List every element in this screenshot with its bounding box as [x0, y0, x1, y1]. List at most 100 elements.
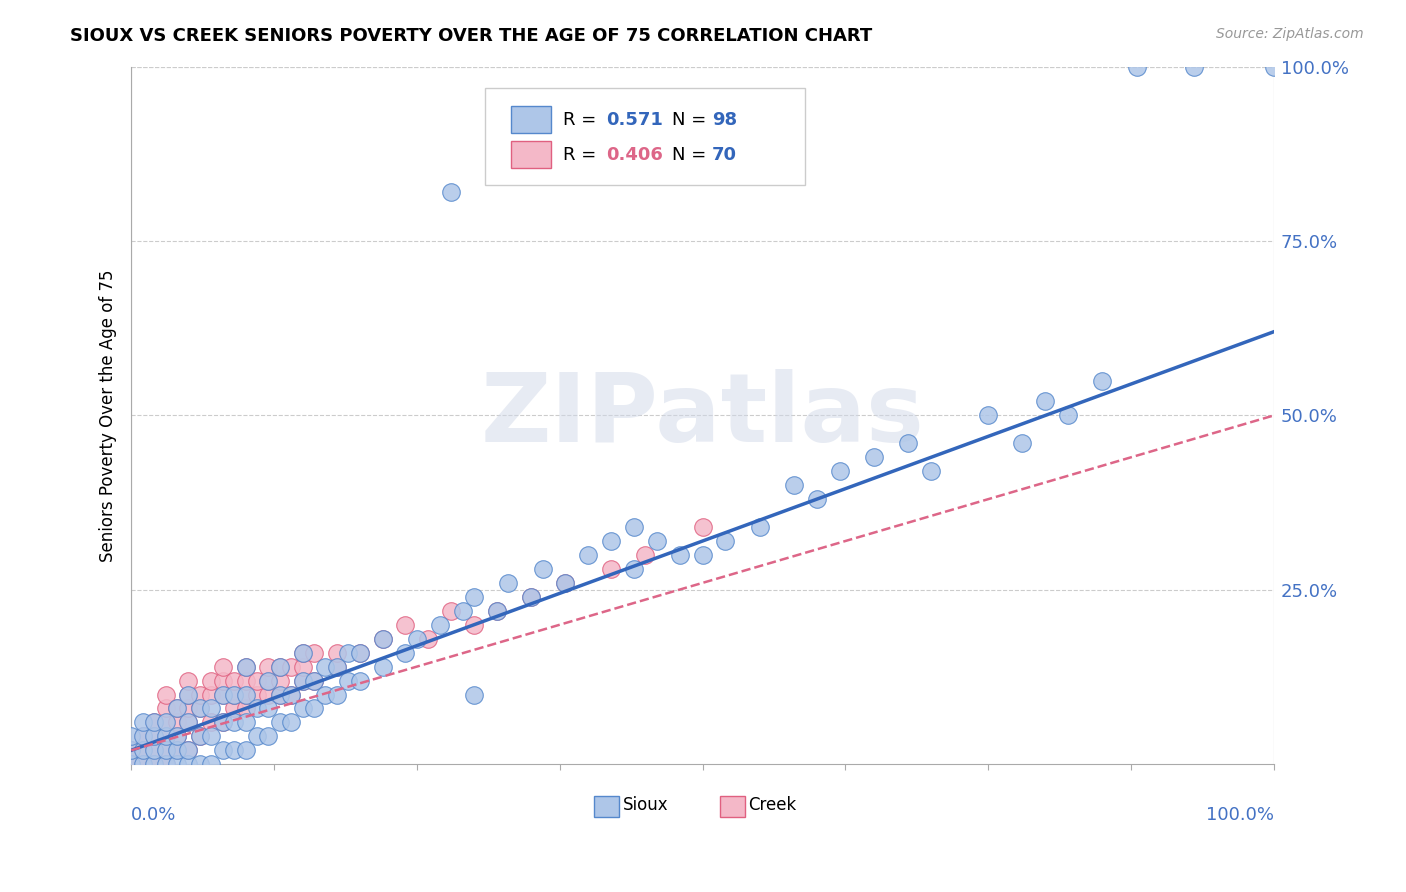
Point: [1057, 409, 1080, 423]
Point: [440, 604, 463, 618]
Point: [120, 743, 142, 757]
Point: [520, 590, 543, 604]
Point: [155, 688, 177, 702]
Point: [155, 743, 177, 757]
Point: [143, 715, 166, 730]
Point: [211, 673, 233, 688]
Text: 70: 70: [711, 145, 737, 163]
Point: [337, 646, 360, 660]
Point: [463, 688, 485, 702]
Text: R =: R =: [564, 111, 602, 128]
Point: [120, 757, 142, 772]
Point: [235, 688, 257, 702]
Point: [349, 646, 371, 660]
Point: [302, 673, 325, 688]
Point: [177, 715, 200, 730]
Point: [120, 757, 142, 772]
Point: [806, 492, 828, 507]
Point: [463, 617, 485, 632]
Point: [222, 715, 245, 730]
Y-axis label: Seniors Poverty Over the Age of 75: Seniors Poverty Over the Age of 75: [100, 269, 117, 562]
Point: [977, 409, 1000, 423]
Point: [131, 730, 153, 744]
Point: [166, 715, 188, 730]
Point: [188, 688, 211, 702]
Point: [783, 478, 806, 492]
Point: [155, 715, 177, 730]
Point: [394, 646, 416, 660]
Text: 100.0%: 100.0%: [1206, 806, 1274, 824]
Point: [315, 659, 337, 673]
Point: [257, 673, 280, 688]
Point: [188, 701, 211, 715]
Point: [337, 673, 360, 688]
Point: [143, 730, 166, 744]
Text: 98: 98: [711, 111, 737, 128]
Point: [269, 688, 291, 702]
Point: [200, 688, 222, 702]
Point: [645, 534, 668, 549]
Point: [257, 659, 280, 673]
Point: [291, 701, 314, 715]
Point: [371, 632, 394, 646]
Point: [166, 701, 188, 715]
Point: [302, 673, 325, 688]
Point: [211, 688, 233, 702]
Point: [531, 562, 554, 576]
Point: [326, 659, 349, 673]
Point: [222, 743, 245, 757]
Point: [280, 715, 302, 730]
Point: [451, 604, 474, 618]
Point: [1091, 374, 1114, 388]
Point: [166, 757, 188, 772]
Point: [349, 673, 371, 688]
Point: [200, 757, 222, 772]
Point: [200, 715, 222, 730]
Point: [166, 730, 188, 744]
Point: [166, 743, 188, 757]
Bar: [593, 796, 619, 816]
Text: 0.571: 0.571: [606, 111, 664, 128]
Point: [188, 701, 211, 715]
Point: [291, 673, 314, 688]
Point: [120, 743, 142, 757]
Text: 0.0%: 0.0%: [131, 806, 177, 824]
Text: Creek: Creek: [748, 796, 797, 814]
Point: [498, 575, 520, 590]
Point: [131, 757, 153, 772]
Point: [155, 730, 177, 744]
Point: [235, 673, 257, 688]
Text: Sioux: Sioux: [623, 796, 668, 814]
Point: [211, 659, 233, 673]
Point: [166, 701, 188, 715]
Point: [177, 673, 200, 688]
Point: [155, 730, 177, 744]
Point: [280, 688, 302, 702]
Point: [692, 520, 714, 534]
Point: [177, 688, 200, 702]
Point: [440, 185, 463, 199]
Point: [143, 743, 166, 757]
Point: [600, 562, 623, 576]
Point: [1126, 60, 1149, 74]
Point: [863, 450, 886, 465]
Point: [302, 646, 325, 660]
Point: [155, 715, 177, 730]
Point: [177, 715, 200, 730]
Point: [222, 688, 245, 702]
Point: [246, 701, 269, 715]
Point: [177, 688, 200, 702]
Point: [714, 534, 737, 549]
FancyBboxPatch shape: [510, 106, 551, 133]
Point: [269, 715, 291, 730]
Point: [131, 730, 153, 744]
Point: [257, 688, 280, 702]
Point: [166, 743, 188, 757]
Point: [188, 730, 211, 744]
Point: [188, 757, 211, 772]
Point: [222, 701, 245, 715]
Point: [897, 436, 920, 450]
Point: [246, 673, 269, 688]
Point: [302, 701, 325, 715]
Text: SIOUX VS CREEK SENIORS POVERTY OVER THE AGE OF 75 CORRELATION CHART: SIOUX VS CREEK SENIORS POVERTY OVER THE …: [70, 27, 873, 45]
